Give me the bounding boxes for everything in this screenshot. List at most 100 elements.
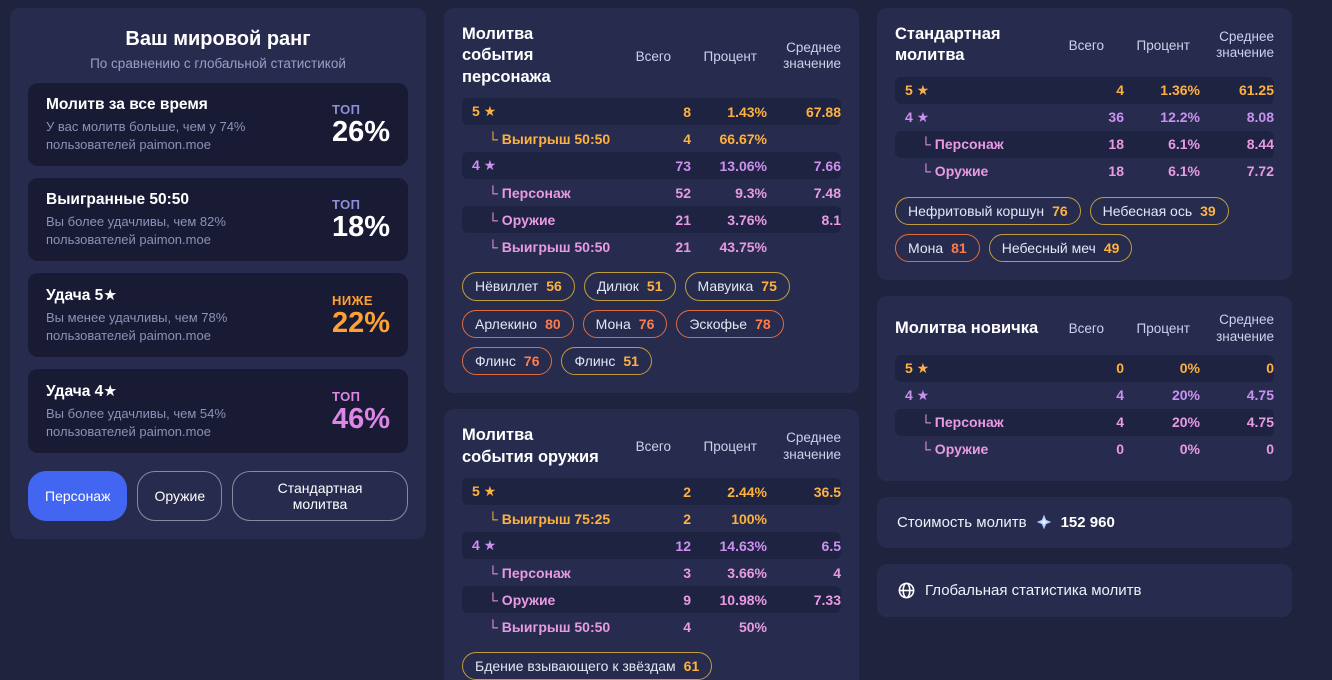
cell-percent: 2.44% xyxy=(727,483,767,500)
row-label: └ Выигрыш 50:50 xyxy=(488,238,611,255)
cell-total: 8 xyxy=(683,103,691,120)
pity-pill: Нёвиллет 56 xyxy=(462,272,575,301)
cell-percent: 14.63% xyxy=(719,537,767,554)
rank-card-title: Выигранные 50:50 xyxy=(46,191,190,209)
pill-item-name: Флинс xyxy=(574,352,616,369)
pill-item-name: Небесный меч xyxy=(1001,240,1096,257)
rank-badge-value: 26% xyxy=(331,115,390,148)
filter-character-button[interactable]: Персонаж xyxy=(28,471,128,522)
cell-total: 73 xyxy=(675,157,691,174)
row-label: └ Персонаж xyxy=(488,184,571,201)
cell-percent: 3.76% xyxy=(727,211,767,228)
weapon-event-wish-card: Молитва события оружия Всего Процент Сре… xyxy=(444,409,859,680)
pity-pill: Мона 76 xyxy=(582,309,668,338)
col-header-total: Всего xyxy=(635,48,671,64)
cell-percent: 0% xyxy=(1179,441,1200,458)
cell-average: 7.48 xyxy=(813,184,841,201)
cell-average: 8.08 xyxy=(1246,109,1274,126)
cell-percent: 43.75% xyxy=(719,238,767,255)
pill-item-name: Дилюк xyxy=(596,278,639,295)
world-rank-subtitle: По сравнению с глобальной статистикой xyxy=(90,56,346,71)
pity-pill-list: Нефритовый коршун 76 Небесная ось 39 Мона 8… xyxy=(895,196,1274,263)
rank-card-5star-luck: Удача 5★ Вы менее удачливы, чем 78% поль… xyxy=(28,273,408,358)
pill-pity-count: 56 xyxy=(546,278,562,295)
cell-percent: 3.66% xyxy=(727,564,767,581)
pill-pity-count: 80 xyxy=(545,315,561,332)
table-row: 5 ★ 0 0% 0 xyxy=(895,354,1274,382)
table-row: └ Оружие 9 10.98% 7.33 xyxy=(462,586,841,614)
card-title: Молитва новичка xyxy=(895,318,1039,337)
cell-average: 6.5 xyxy=(821,537,841,554)
rank-badge: ТОП 18% xyxy=(332,197,390,242)
pill-item-name: Флинс xyxy=(475,352,516,369)
table-row: └ Персонаж 18 6.1% 8.44 xyxy=(895,130,1274,158)
rank-card-title: Удача 4★ xyxy=(46,383,118,401)
pity-pill: Нефритовый коршун 76 xyxy=(895,196,1081,226)
cell-total: 36 xyxy=(1108,109,1124,126)
global-statistics-link[interactable]: Глобальная статистика молитв xyxy=(877,563,1292,617)
row-label: └ Выигрыш 50:50 xyxy=(488,618,611,635)
table-header: Стандартная молитва Всего Процент Средне… xyxy=(895,24,1274,67)
cell-percent: 0% xyxy=(1179,360,1200,377)
pity-pill: Эскофье 78 xyxy=(676,309,784,338)
primogem-icon xyxy=(1036,514,1052,530)
rank-badge-value: 18% xyxy=(331,210,390,243)
table-row: └ Выигрыш 50:50 4 50% xyxy=(462,613,841,640)
cell-total: 3 xyxy=(683,564,691,581)
cell-average: 8.44 xyxy=(1246,136,1274,153)
pill-item-name: Арлекино xyxy=(475,315,538,332)
table-row: 5 ★ 4 1.36% 61.25 xyxy=(895,76,1274,104)
table-header: Молитва события персонажа Всего Процент … xyxy=(462,24,841,88)
table-row: └ Персонаж 4 20% 4.75 xyxy=(895,408,1274,436)
global-statistics-label: Глобальная статистика молитв xyxy=(925,581,1142,599)
cell-total: 21 xyxy=(675,238,691,255)
middle-column: Молитва события персонажа Всего Процент … xyxy=(444,8,859,680)
rank-card-description: Вы менее удачливы, чем 78% пользователей… xyxy=(46,310,228,343)
table-row: └ Оружие 0 0% 0 xyxy=(895,436,1274,463)
pill-item-name: Эскофье xyxy=(689,315,748,332)
table-row: └ Выигрыш 50:50 21 43.75% xyxy=(462,233,841,260)
row-label: 5 ★ xyxy=(472,483,497,500)
cell-average: 67.88 xyxy=(805,103,841,120)
pill-pity-count: 76 xyxy=(638,315,655,332)
row-label: 4 ★ xyxy=(905,108,930,125)
rank-card-text: Удача 4★ Вы более удачливы, чем 54% поль… xyxy=(46,382,288,440)
cell-total: 9 xyxy=(683,591,691,608)
cell-percent: 20% xyxy=(1171,387,1200,404)
cell-total: 18 xyxy=(1108,136,1124,153)
filter-standard-button[interactable]: Стандартная молитва xyxy=(232,471,408,522)
row-label: └ Персонаж xyxy=(921,136,1004,153)
cell-total: 4 xyxy=(683,130,691,147)
col-header-percent: Процент xyxy=(703,439,757,455)
row-label: └ Выигрыш 75:25 xyxy=(488,510,611,527)
col-header-total: Всего xyxy=(1068,37,1104,53)
cell-percent: 1.36% xyxy=(1160,82,1200,99)
rank-badge-label: ТОП xyxy=(331,101,361,117)
globe-icon xyxy=(897,581,916,600)
table-row: └ Оружие 18 6.1% 7.72 xyxy=(895,158,1274,185)
rank-badge-label: ТОП xyxy=(331,388,361,404)
rank-card-text: Удача 5★ Вы менее удачливы, чем 78% поль… xyxy=(46,286,288,344)
col-header-average: Среднее значение xyxy=(1216,312,1274,344)
cell-total: 2 xyxy=(683,510,691,527)
row-label: 4 ★ xyxy=(472,537,497,554)
pill-item-name: Небесная ось xyxy=(1102,202,1193,219)
table-row: └ Выигрыш 50:50 4 66.67% xyxy=(462,125,841,152)
table-row: 5 ★ 2 2.44% 36.5 xyxy=(462,478,841,506)
cell-percent: 13.06% xyxy=(719,157,767,174)
cell-percent: 1.43% xyxy=(727,103,767,120)
cell-percent: 50% xyxy=(738,618,767,635)
cell-total: 12 xyxy=(675,537,691,554)
filter-weapon-button[interactable]: Оружие xyxy=(137,471,223,522)
rank-card-text: Выигранные 50:50 Вы более удачливы, чем … xyxy=(46,191,288,248)
row-label: 4 ★ xyxy=(905,386,930,403)
pity-pill: Небесный меч 49 xyxy=(988,234,1133,263)
pill-pity-count: 76 xyxy=(1052,202,1068,219)
row-label: └ Выигрыш 50:50 xyxy=(488,130,611,147)
cell-total: 4 xyxy=(683,618,691,635)
table-row: └ Персонаж 52 9.3% 7.48 xyxy=(462,179,841,206)
cell-percent: 6.1% xyxy=(1168,136,1200,153)
cell-percent: 100% xyxy=(731,510,767,527)
pill-item-name: Мона xyxy=(908,240,944,257)
